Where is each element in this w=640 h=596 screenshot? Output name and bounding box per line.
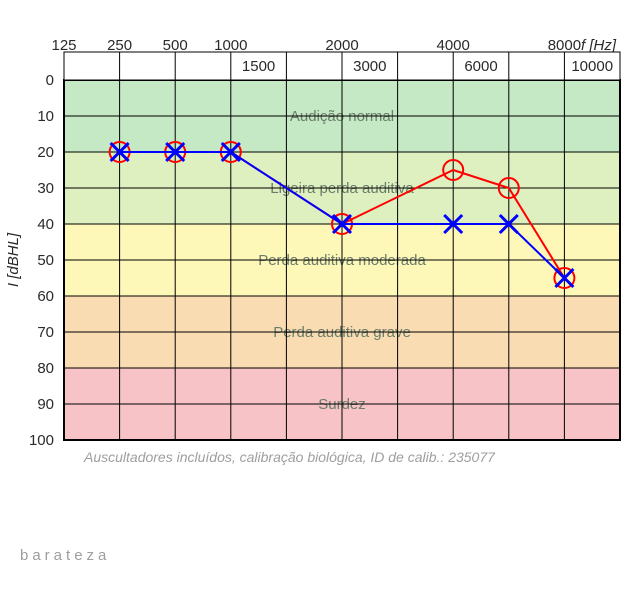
y-tick-label: 20 <box>37 144 54 161</box>
x-minor-tick: 1500 <box>242 58 275 75</box>
y-tick-label: 80 <box>37 360 54 377</box>
y-tick-label: 100 <box>29 432 54 449</box>
x-major-tick: 1000 <box>214 37 247 54</box>
watermark-text: barateza <box>20 547 110 564</box>
x-minor-tick: 6000 <box>464 58 497 75</box>
x-major-tick: 8000 <box>548 37 581 54</box>
y-tick-label: 90 <box>37 396 54 413</box>
y-tick-label: 30 <box>37 180 54 197</box>
y-tick-label: 0 <box>46 72 54 89</box>
x-axis-label: f [Hz] <box>581 37 617 54</box>
y-axis-label: I [dBHL] <box>5 232 22 287</box>
y-tick-label: 50 <box>37 252 54 269</box>
x-major-tick: 2000 <box>325 37 358 54</box>
y-tick-label: 40 <box>37 216 54 233</box>
y-tick-label: 70 <box>37 324 54 341</box>
y-tick-label: 60 <box>37 288 54 305</box>
x-major-tick: 4000 <box>437 37 470 54</box>
x-minor-tick: 10000 <box>571 58 613 75</box>
x-major-tick: 500 <box>163 37 188 54</box>
x-minor-tick: 3000 <box>353 58 386 75</box>
y-tick-label: 10 <box>37 108 54 125</box>
audiogram-chart: Audição normalLigeira perda auditivaPerd… <box>0 0 640 500</box>
x-major-tick: 250 <box>107 37 132 54</box>
chart-caption: Auscultadores incluídos, calibração biol… <box>83 449 496 465</box>
x-major-tick: 125 <box>51 37 76 54</box>
